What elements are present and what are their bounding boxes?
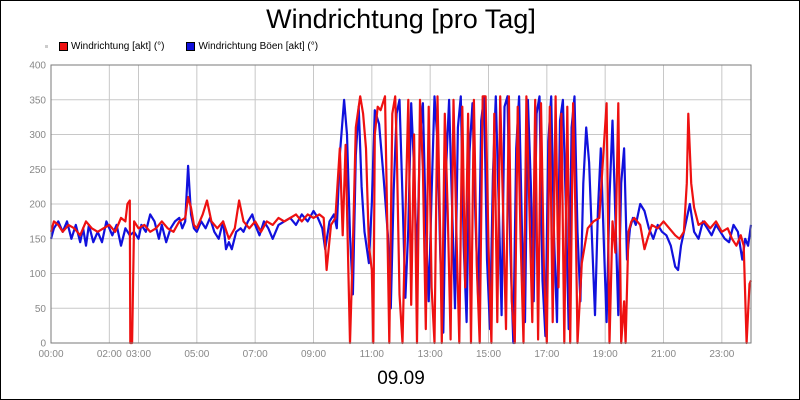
x-tick-label: 00:00 [38, 349, 63, 360]
y-tick-label: 150 [29, 234, 46, 245]
x-tick-label: 13:00 [418, 349, 443, 360]
x-tick-label: 19:00 [593, 349, 618, 360]
chart-title: Windrichtung [pro Tag] [266, 4, 536, 34]
x-tick-label: 03:00 [126, 349, 151, 360]
legend-item-direction: Windrichtung [akt] (°) [59, 41, 164, 52]
x-tick-label: 02:00 [97, 349, 122, 360]
y-tick-label: 350 [29, 95, 46, 106]
x-tick-label: 09:00 [301, 349, 326, 360]
y-tick-label: 400 [29, 61, 46, 72]
legend-marker-icon [45, 44, 48, 48]
x-tick-label: 07:00 [243, 349, 268, 360]
x-tick-label: 11:00 [360, 349, 385, 360]
y-tick-label: 300 [29, 130, 46, 141]
y-tick-label: 250 [29, 165, 46, 176]
date-label: 09.09 [377, 368, 425, 389]
legend-swatch-direction [59, 41, 68, 51]
legend-item-gust-direction: Windrichtung Böen [akt] (°) [186, 41, 318, 52]
x-tick-label: 23:00 [709, 349, 734, 360]
x-tick-label: 21:00 [651, 349, 676, 360]
x-tick-label: 05:00 [184, 349, 209, 360]
y-tick-label: 50 [35, 304, 47, 315]
x-tick-label: 17:00 [534, 349, 559, 360]
x-tick-label: 15:00 [476, 349, 501, 360]
legend-label-gust-direction: Windrichtung Böen [akt] (°) [198, 40, 319, 52]
y-tick-label: 0 [40, 339, 46, 350]
legend-label-direction: Windrichtung [akt] (°) [71, 40, 165, 52]
plot-border [50, 64, 752, 344]
y-tick-label: 200 [29, 200, 46, 211]
y-tick-label: 100 [29, 269, 46, 280]
legend-swatch-gust-direction [186, 41, 196, 51]
legend: Windrichtung [akt] (°) Windrichtung Böen… [45, 39, 340, 53]
